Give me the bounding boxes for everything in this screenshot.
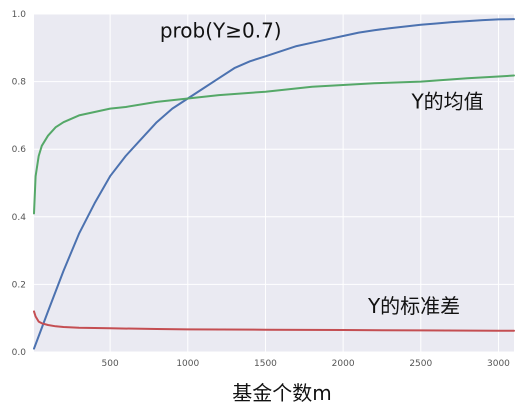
- x-tick-label: 1000: [176, 359, 199, 369]
- series-annotation-2: Y的均值: [410, 90, 483, 114]
- y-tick-label: 0.4: [12, 213, 27, 223]
- x-axis-ticks: 500 1000 1500 2000 2500 3000: [102, 359, 511, 369]
- y-tick-label: 0.0: [12, 348, 27, 358]
- x-tick-label: 500: [102, 359, 119, 369]
- series-annotation-1: prob(Y≥0.7): [160, 19, 282, 43]
- y-axis-ticks: 0.0 0.2 0.4 0.6 0.8 1.0: [12, 10, 27, 358]
- series-annotations: prob(Y≥0.7) Y的均值 Y的标准差: [160, 19, 484, 318]
- x-axis-label: 基金个数m: [232, 381, 331, 405]
- x-tick-label: 2500: [409, 359, 432, 369]
- y-tick-label: 0.8: [12, 78, 27, 88]
- y-tick-label: 0.2: [12, 280, 26, 290]
- x-tick-label: 2000: [332, 359, 355, 369]
- x-tick-label: 3000: [487, 359, 510, 369]
- series-annotation-3: Y的标准差: [367, 294, 460, 318]
- x-tick-label: 1500: [254, 359, 277, 369]
- plot-area: [34, 14, 514, 352]
- series-lines: [33, 18, 515, 350]
- series-line-2: [33, 74, 515, 215]
- y-tick-label: 1.0: [12, 10, 27, 20]
- y-tick-label: 0.6: [12, 145, 27, 155]
- series-line-3: [33, 310, 515, 332]
- series-line-1: [33, 18, 515, 350]
